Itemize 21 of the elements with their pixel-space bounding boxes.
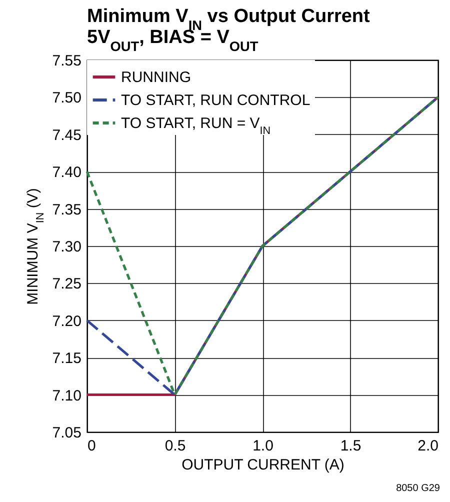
y-tick-label: 7.15 [52, 350, 82, 368]
y-tick-label: 7.40 [52, 164, 82, 182]
y-tick-label: 7.25 [52, 276, 82, 293]
y-tick-label: 7.05 [52, 424, 82, 442]
x-tick-label: 2.0 [418, 438, 438, 454]
legend-label: TO START, RUN = V$_{IN}$ [121, 115, 271, 137]
y-tick-label: 7.55 [52, 52, 82, 70]
x-axis-title: OUTPUT CURRENT (A) [182, 456, 344, 474]
y-tick-label: 7.20 [52, 312, 82, 330]
x-tick-label: 0 [88, 438, 96, 454]
x-tick-label: 1.0 [252, 438, 274, 454]
y-tick-label: 7.50 [52, 90, 82, 107]
legend-label: RUNNING [121, 69, 191, 86]
x-tick-label: 1.5 [340, 438, 362, 454]
x-tick-label: 0.5 [164, 438, 186, 454]
y-tick-label: 7.10 [52, 387, 82, 404]
y-tick-label: 7.45 [52, 126, 82, 144]
y-tick-label: 7.30 [52, 238, 82, 256]
text: 8050 G29 [396, 483, 440, 494]
y-tick-label: 7.35 [52, 201, 82, 218]
legend-label: TO START, RUN CONTROL [121, 92, 310, 109]
